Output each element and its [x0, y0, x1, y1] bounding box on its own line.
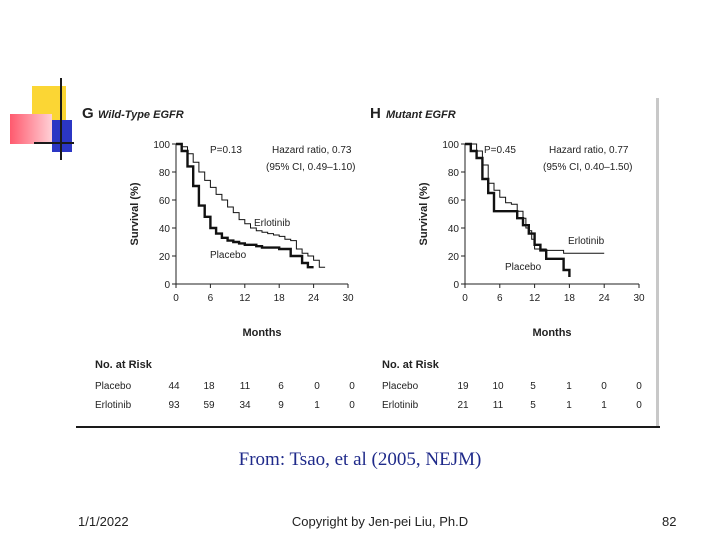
h-risk-value: 0	[601, 381, 607, 392]
footer-page-number: 82	[662, 514, 677, 529]
g-y-tick-label: 80	[159, 168, 171, 179]
g-risk-value: 11	[240, 381, 251, 392]
h-panel-letter: H	[370, 105, 381, 122]
g-risk-value: 0	[314, 381, 320, 392]
h-risk-value: 11	[493, 400, 504, 411]
g-x-tick-label: 24	[308, 293, 320, 304]
g-risk-row-label: Placebo	[95, 381, 132, 392]
decor-horizontal-line	[34, 142, 74, 144]
g-y-axis-label: Survival (%)	[129, 182, 141, 245]
h-risk-value: 5	[530, 381, 536, 392]
g-series-label-erlotinib: Erlotinib	[254, 218, 291, 229]
g-risk-value: 93	[168, 400, 180, 411]
g-x-tick-label: 18	[274, 293, 286, 304]
figure-caption: From: Tsao, et al (2005, NEJM)	[238, 449, 482, 470]
g-x-tick-label: 12	[239, 293, 251, 304]
h-risk-value: 1	[601, 400, 607, 411]
decor-red-square	[10, 114, 52, 144]
figure-bottom-rule	[76, 426, 660, 428]
g-risk-value: 0	[349, 381, 355, 392]
g-y-tick-label: 60	[159, 196, 171, 207]
g-risk-heading: No. at Risk	[95, 359, 153, 371]
g-series-label-placebo: Placebo	[210, 250, 247, 261]
h-risk-row-label: Placebo	[382, 381, 419, 392]
footer-date: 1/1/2022	[78, 514, 129, 529]
g-x-tick-label: 30	[342, 293, 354, 304]
h-y-tick-label: 80	[448, 168, 460, 179]
g-y-tick-label: 20	[159, 252, 171, 263]
h-risk-value: 0	[636, 381, 642, 392]
g-panel-letter: G	[82, 105, 94, 122]
h-series-label-erlotinib: Erlotinib	[568, 236, 605, 247]
footer-copyright: Copyright by Jen-pei Liu, Ph.D	[291, 514, 469, 529]
g-risk-value: 34	[239, 400, 251, 411]
g-y-tick-label: 40	[159, 224, 171, 235]
h-risk-value: 0	[636, 400, 642, 411]
h-risk-heading: No. at Risk	[382, 359, 440, 371]
h-y-tick-label: 60	[448, 196, 460, 207]
figure-right-border	[656, 98, 659, 428]
h-y-tick-label: 0	[453, 280, 459, 291]
decor-vertical-line	[60, 78, 62, 160]
h-risk-value: 5	[530, 400, 536, 411]
h-y-tick-label: 40	[448, 224, 460, 235]
g-curve-placebo	[176, 142, 314, 269]
h-x-tick-label: 0	[462, 293, 468, 304]
h-risk-row-label: Erlotinib	[382, 400, 419, 411]
g-risk-value: 44	[168, 381, 180, 392]
h-series-label-placebo: Placebo	[505, 262, 542, 273]
g-risk-row-label: Erlotinib	[95, 400, 132, 411]
h-ci: (95% CI, 0.40–1.50)	[543, 162, 633, 173]
h-risk-value: 21	[457, 400, 469, 411]
h-risk-value: 1	[566, 400, 572, 411]
h-y-axis-label: Survival (%)	[418, 182, 430, 245]
g-risk-value: 18	[203, 381, 215, 392]
h-x-tick-label: 18	[564, 293, 576, 304]
h-risk-value: 1	[566, 381, 572, 392]
g-y-tick-label: 0	[164, 280, 170, 291]
h-p-value: P=0.45	[484, 145, 516, 156]
h-risk-value: 10	[492, 381, 504, 392]
h-x-tick-label: 24	[599, 293, 611, 304]
g-x-axis-label: Months	[242, 327, 281, 339]
g-p-value: P=0.13	[210, 145, 242, 156]
g-y-tick-label: 100	[153, 140, 170, 151]
h-x-axis-label: Months	[532, 327, 571, 339]
g-x-tick-label: 0	[173, 293, 179, 304]
g-risk-value: 9	[278, 400, 284, 411]
h-x-tick-label: 30	[633, 293, 645, 304]
h-x-tick-label: 12	[529, 293, 541, 304]
g-x-tick-label: 6	[208, 293, 214, 304]
h-panel-title: Mutant EGFR	[386, 109, 456, 121]
h-curve-placebo	[465, 142, 571, 277]
h-hazard-ratio: Hazard ratio, 0.77	[549, 145, 629, 156]
g-panel-title: Wild-Type EGFR	[98, 109, 184, 121]
h-y-tick-label: 100	[442, 140, 459, 151]
h-x-tick-label: 6	[497, 293, 503, 304]
h-y-tick-label: 20	[448, 252, 460, 263]
g-risk-value: 59	[203, 400, 215, 411]
g-curve-erlotinib	[176, 143, 326, 268]
g-ci: (95% CI, 0.49–1.10)	[266, 162, 356, 173]
g-risk-value: 1	[314, 400, 320, 411]
g-risk-value: 0	[349, 400, 355, 411]
h-risk-value: 19	[457, 381, 469, 392]
g-hazard-ratio: Hazard ratio, 0.73	[272, 145, 352, 156]
g-risk-value: 6	[278, 381, 284, 392]
decor-blue-square	[52, 120, 72, 152]
km-figure: G Wild-Type EGFR 0 20 40 60 80 100 0 6 12 18 24 30 Sur…	[76, 98, 660, 428]
